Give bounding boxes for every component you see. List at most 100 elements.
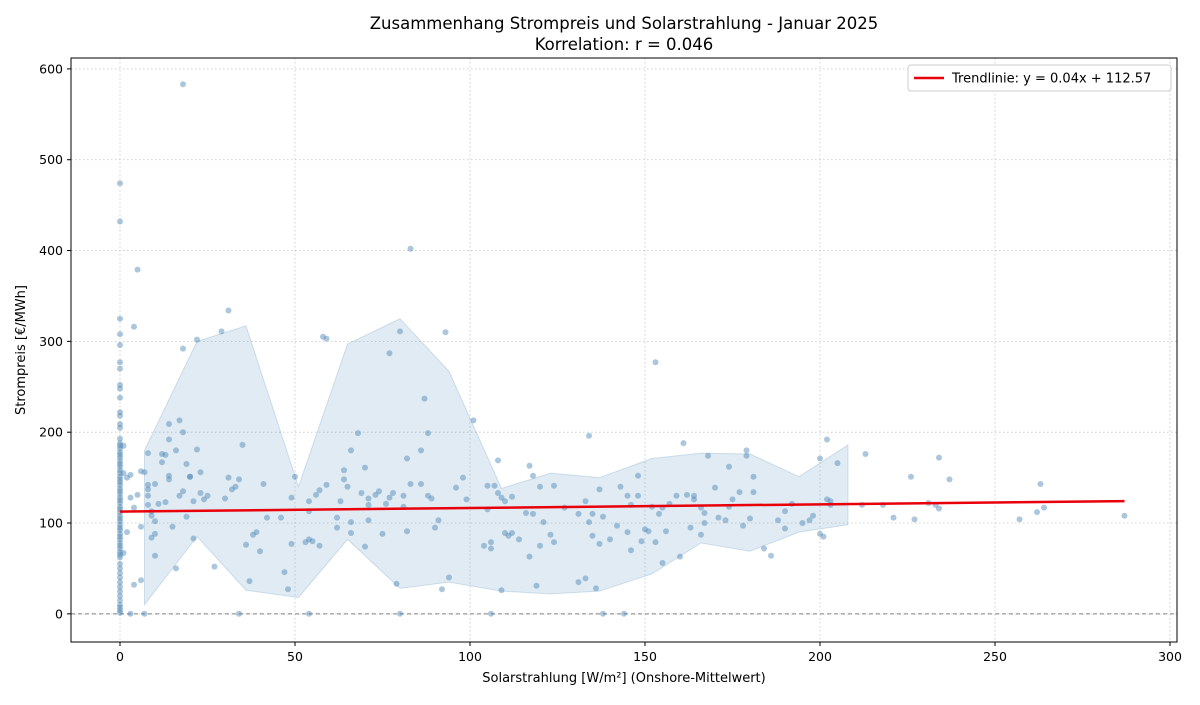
data-point bbox=[152, 518, 158, 525]
data-point bbox=[446, 574, 452, 581]
data-point bbox=[712, 484, 718, 491]
data-point bbox=[750, 473, 757, 480]
data-point bbox=[117, 530, 123, 537]
data-point bbox=[246, 578, 253, 585]
data-point bbox=[145, 481, 151, 488]
data-point bbox=[288, 494, 295, 501]
data-point bbox=[589, 532, 596, 539]
data-point bbox=[236, 610, 242, 617]
data-point bbox=[197, 490, 204, 496]
data-point bbox=[166, 476, 172, 483]
data-point bbox=[166, 436, 172, 443]
data-point bbox=[526, 462, 533, 469]
data-point bbox=[358, 490, 365, 496]
data-point bbox=[120, 550, 127, 556]
data-point bbox=[334, 524, 340, 531]
data-point bbox=[117, 342, 123, 348]
data-point bbox=[148, 534, 155, 541]
data-point bbox=[138, 468, 144, 475]
data-point bbox=[365, 517, 372, 524]
data-point bbox=[516, 536, 522, 543]
data-point bbox=[117, 359, 123, 366]
data-point bbox=[624, 529, 631, 536]
data-point bbox=[120, 442, 127, 449]
data-point bbox=[211, 563, 218, 570]
data-point bbox=[236, 476, 242, 483]
data-point bbox=[782, 508, 788, 515]
data-point bbox=[117, 554, 123, 561]
data-point bbox=[239, 441, 246, 448]
data-point bbox=[1121, 512, 1128, 519]
data-point bbox=[481, 542, 487, 549]
data-point bbox=[740, 522, 746, 529]
data-point bbox=[323, 335, 330, 342]
data-point bbox=[684, 491, 690, 498]
data-point bbox=[117, 601, 123, 608]
data-point bbox=[404, 528, 410, 535]
data-point bbox=[817, 455, 823, 462]
data-point bbox=[117, 488, 123, 495]
data-point bbox=[502, 530, 508, 536]
data-point bbox=[362, 464, 368, 471]
data-point bbox=[1016, 516, 1023, 523]
data-point bbox=[355, 430, 361, 437]
data-point bbox=[425, 430, 431, 437]
data-point bbox=[908, 473, 914, 480]
data-point bbox=[495, 490, 501, 496]
data-point bbox=[117, 497, 123, 504]
data-point bbox=[145, 492, 151, 499]
data-point bbox=[117, 424, 123, 431]
chart-title: Zusammenhang Strompreis und Solarstrahlu… bbox=[370, 14, 879, 33]
data-point bbox=[145, 501, 151, 508]
data-point bbox=[134, 266, 141, 273]
data-point bbox=[715, 514, 722, 521]
data-point bbox=[418, 447, 424, 454]
data-point bbox=[936, 505, 942, 512]
data-point bbox=[313, 491, 319, 498]
data-point bbox=[176, 417, 183, 424]
data-point bbox=[323, 481, 330, 488]
data-point bbox=[292, 473, 298, 480]
data-point bbox=[750, 489, 757, 496]
data-point bbox=[470, 417, 477, 424]
y-tick-label: 500 bbox=[39, 152, 63, 167]
data-point bbox=[453, 484, 459, 491]
data-point bbox=[362, 543, 368, 550]
legend-box bbox=[907, 64, 1172, 92]
data-point bbox=[547, 531, 554, 538]
data-point bbox=[253, 529, 260, 536]
data-point bbox=[628, 547, 634, 554]
data-point bbox=[180, 81, 186, 88]
data-point bbox=[180, 345, 186, 352]
data-point bbox=[680, 440, 687, 447]
data-point bbox=[824, 496, 830, 503]
data-point bbox=[117, 476, 123, 483]
data-point bbox=[736, 489, 743, 496]
data-point bbox=[117, 470, 123, 477]
data-point bbox=[131, 504, 137, 511]
data-point bbox=[134, 491, 141, 498]
data-point bbox=[152, 552, 158, 559]
data-point bbox=[782, 525, 788, 532]
scatter-points bbox=[117, 81, 1128, 617]
data-point bbox=[551, 539, 557, 546]
data-point bbox=[586, 519, 592, 526]
data-point bbox=[302, 539, 309, 546]
data-point bbox=[936, 454, 942, 461]
data-point bbox=[117, 479, 123, 486]
data-point bbox=[365, 495, 372, 502]
legend: Trendlinie: y = 0.04x + 112.57 bbox=[907, 64, 1172, 92]
data-point bbox=[1034, 509, 1040, 516]
data-point bbox=[635, 472, 641, 479]
data-point bbox=[117, 503, 123, 510]
data-point bbox=[890, 514, 897, 521]
data-point bbox=[421, 395, 428, 402]
data-point bbox=[484, 482, 491, 489]
data-point bbox=[117, 512, 123, 519]
data-point bbox=[575, 579, 582, 586]
data-point bbox=[379, 530, 386, 537]
x-tick-label: 100 bbox=[458, 649, 482, 664]
y-tick-label: 100 bbox=[39, 516, 63, 531]
data-point bbox=[600, 610, 606, 617]
